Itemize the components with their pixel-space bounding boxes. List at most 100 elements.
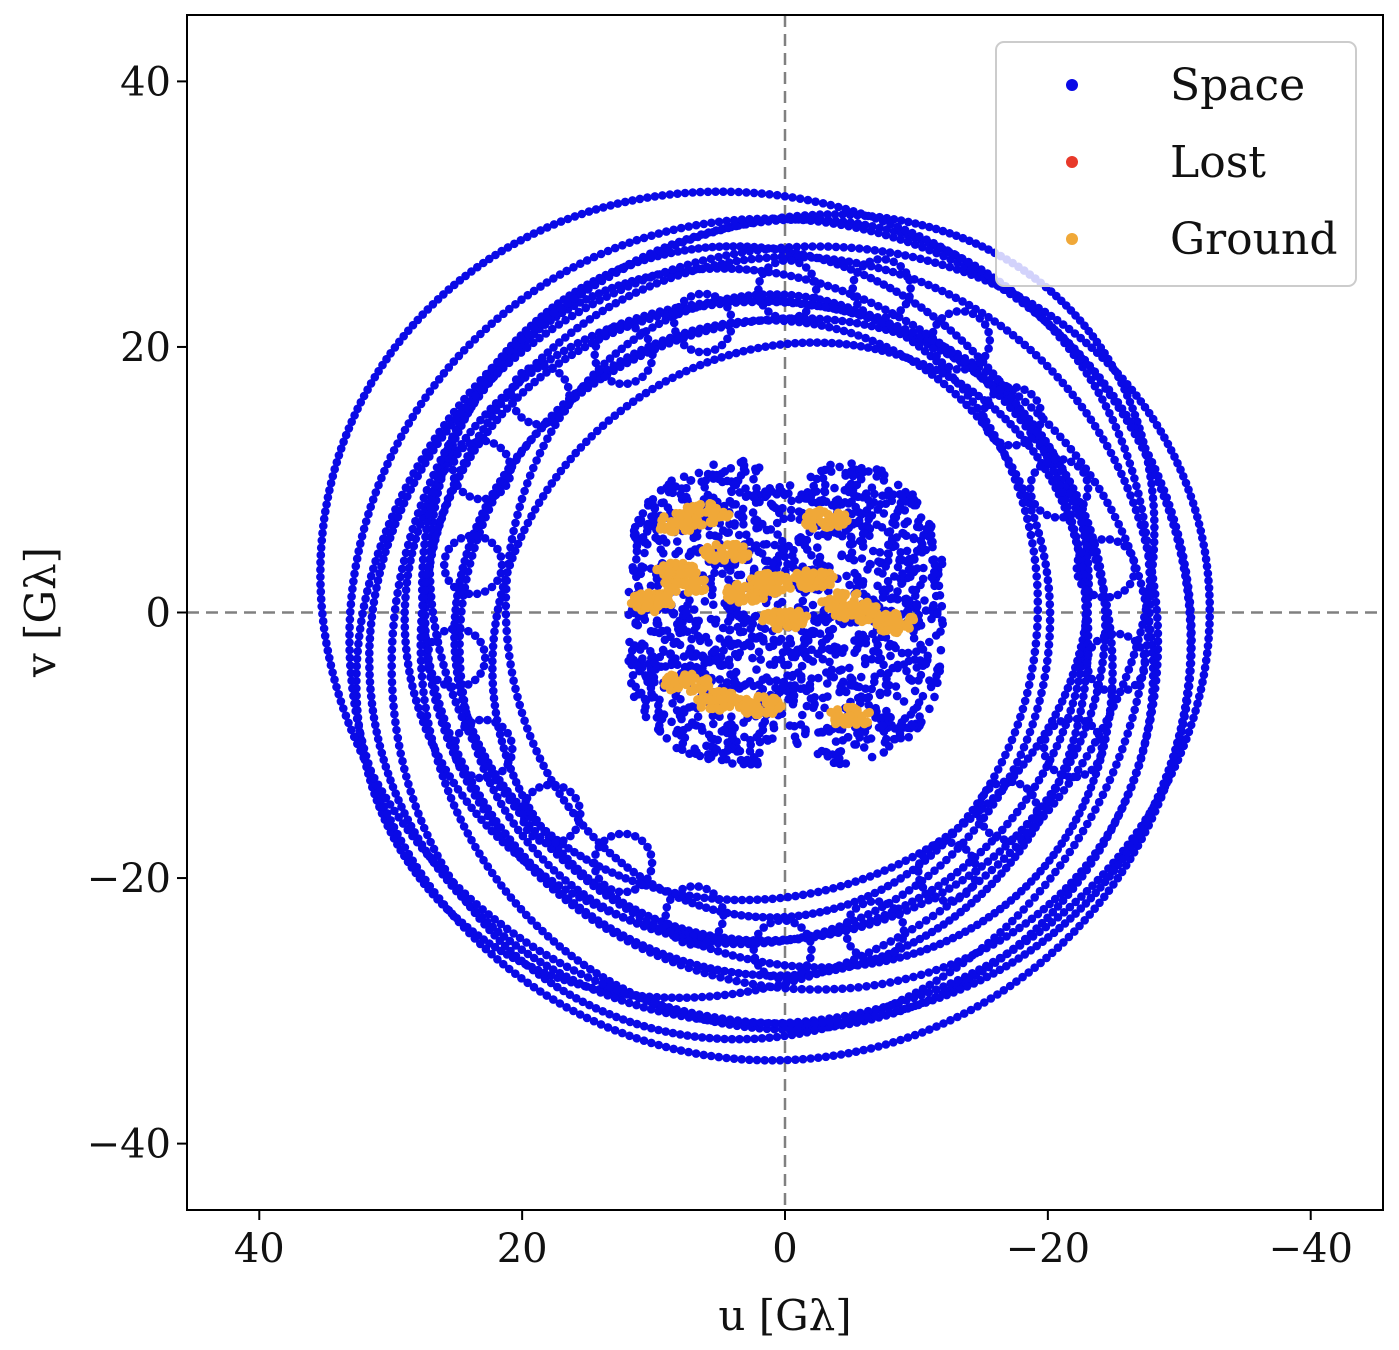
space-point [403,571,413,580]
space-point [1097,592,1106,602]
space-point [858,874,868,884]
space-point [353,647,363,656]
space-point [874,228,883,238]
space-point [729,1054,739,1063]
space-point [316,587,326,596]
space-point [367,612,377,622]
space-point [419,687,428,697]
space-point [854,983,863,992]
space-point [844,1048,853,1058]
space-point [390,709,399,719]
space-point [743,987,753,996]
space-point [901,251,910,260]
space-point [1149,552,1158,562]
space-point [1031,798,1041,807]
space-point [933,374,943,384]
space-point [739,297,749,307]
space-point [1073,540,1083,549]
space-point [1026,672,1036,681]
space-point [797,984,807,994]
space-point [390,604,400,614]
space-point [702,289,712,299]
space-point [1077,579,1086,589]
space-point [1044,648,1053,658]
space-point [749,188,759,198]
space-point [1084,650,1093,660]
space-point [905,275,914,285]
space-point [509,526,518,536]
space-point [782,974,791,983]
space-point [821,218,831,227]
space-point [1136,753,1146,762]
space-point [925,362,934,372]
space-point [714,252,723,262]
space-point [1143,597,1152,607]
space-point [1049,748,1058,758]
space-point [502,626,512,636]
space-point [1195,692,1204,701]
space-point [859,225,869,234]
space-point [847,243,856,253]
space-point [643,334,653,344]
space-point [1182,695,1191,705]
space-point [539,761,548,771]
space-point [686,292,696,301]
space-point [985,336,995,345]
space-point [1108,661,1117,670]
space-point [670,240,680,250]
space-point [422,711,432,720]
space-point [1016,712,1025,722]
space-point [318,616,328,626]
space-point [354,639,363,649]
space-point [683,260,693,270]
space-point [783,892,793,902]
space-point [984,806,993,816]
space-point [433,757,443,766]
space-point [750,1034,759,1044]
space-point [808,909,818,918]
space-point [918,359,928,369]
space-point [846,328,856,338]
space-point [802,1019,812,1028]
space-point [427,495,437,505]
space-point [561,876,570,885]
space-point [1083,484,1093,493]
space-point [718,1014,727,1023]
space-point [849,275,859,285]
space-point [768,214,777,223]
space-point [476,637,485,647]
space-point [851,877,860,886]
space-point [930,258,940,268]
space-point [980,420,989,429]
space-point [785,481,795,490]
space-point [1040,735,1050,744]
space-point [829,219,838,228]
space-point [1034,528,1044,538]
space-point [846,983,855,993]
space-point [709,600,718,609]
space-point [416,625,426,634]
space-point [701,230,710,239]
space-point [619,264,628,274]
space-point [1097,665,1106,675]
space-point [694,328,703,338]
space-point [420,585,429,595]
space-point [364,579,374,588]
space-point [662,903,672,912]
space-point [555,871,564,880]
space-point [708,905,718,914]
space-point [898,890,907,899]
space-point [1029,655,1039,665]
space-point [483,773,492,783]
space-point [727,1034,737,1044]
space-point [810,1026,819,1035]
space-point [814,887,823,897]
space-point [387,653,397,663]
space-point [831,242,841,252]
space-point [648,350,657,360]
space-point [352,554,362,563]
space-point [836,881,846,891]
space-point [400,608,410,617]
space-point [776,893,785,903]
space-point [332,682,341,692]
